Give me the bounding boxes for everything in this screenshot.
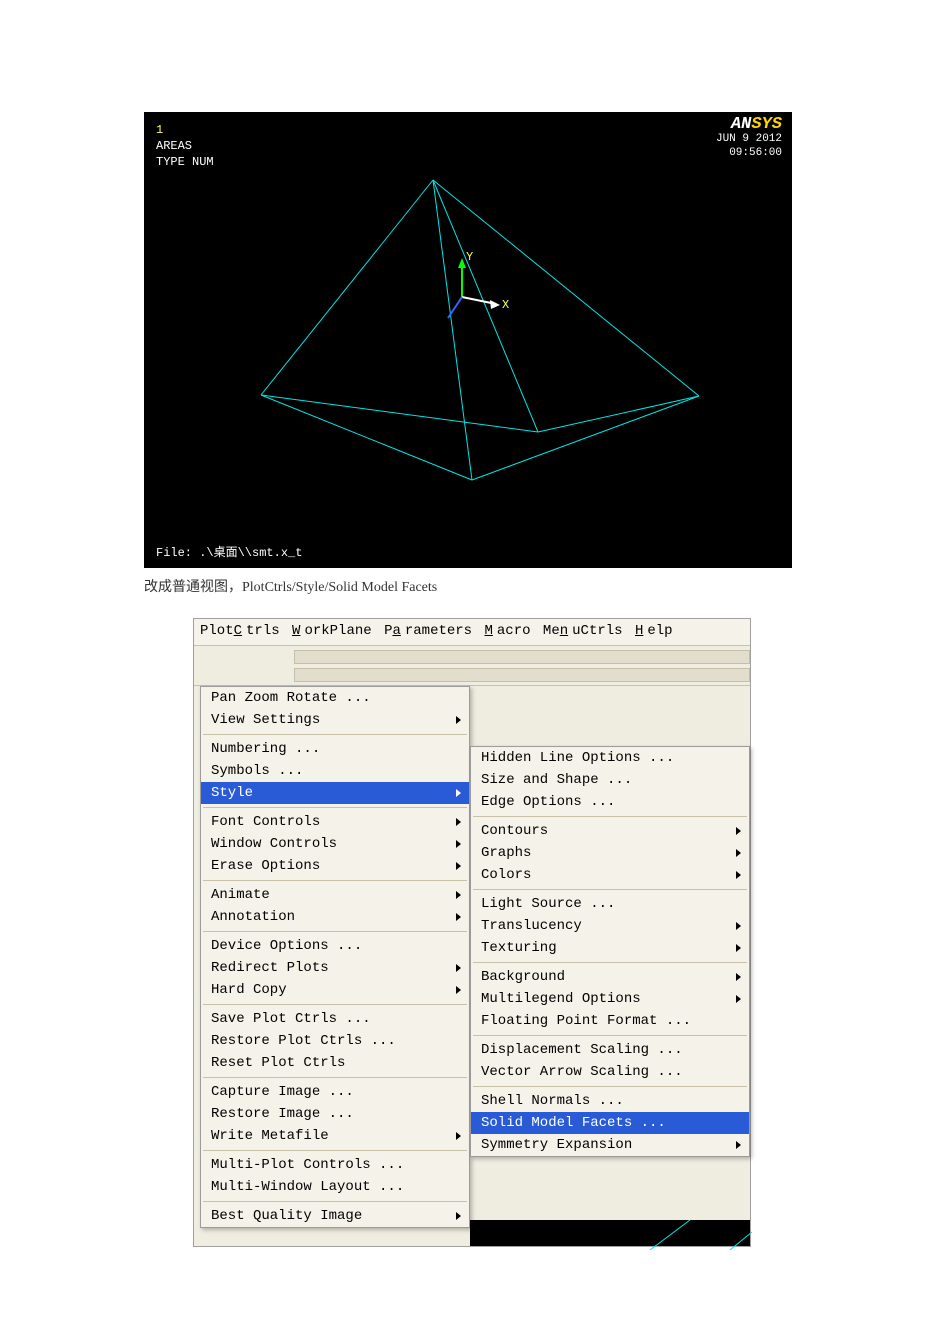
toolbar-strip-2 <box>294 668 750 682</box>
menubar-item[interactable]: Help <box>635 623 673 639</box>
viewport-file-label: File: .\桌面\\smt.x_t <box>156 543 302 560</box>
menu-separator <box>203 1004 467 1005</box>
menu-item[interactable]: Symmetry Expansion <box>471 1134 749 1156</box>
menubar-item[interactable]: MenuCtrls <box>543 623 623 639</box>
menu-item[interactable]: Multi-Window Layout ... <box>201 1176 469 1198</box>
menu-item[interactable]: Window Controls <box>201 833 469 855</box>
menu-item[interactable]: Erase Options <box>201 855 469 877</box>
menu-separator <box>473 1035 747 1036</box>
menu-screenshot: PlotCtrls WorkPlane Parameters Macro Men… <box>193 618 751 1247</box>
menu-item[interactable]: Hidden Line Options ... <box>471 747 749 769</box>
menu-item[interactable]: Restore Image ... <box>201 1103 469 1125</box>
menu-item[interactable]: Edge Options ... <box>471 791 749 813</box>
menu-item[interactable]: Size and Shape ... <box>471 769 749 791</box>
triad-y-label: Y <box>466 250 473 264</box>
menu-item[interactable]: Translucency <box>471 915 749 937</box>
dropdown-style[interactable]: Hidden Line Options ...Size and Shape ..… <box>470 746 750 1157</box>
menu-item[interactable]: Restore Plot Ctrls ... <box>201 1030 469 1052</box>
ansys-viewport: 1 AREAS TYPE NUM ANSYS JUN 9 2012 09:56:… <box>144 112 792 568</box>
menu-item[interactable]: Hard Copy <box>201 979 469 1001</box>
menu-item[interactable]: Best Quality Image <box>201 1205 469 1227</box>
toolbar-area <box>194 646 750 686</box>
dropdown-plotctrls[interactable]: Pan Zoom Rotate ...View Settings Numberin… <box>200 686 470 1228</box>
menu-item[interactable]: Background <box>471 966 749 988</box>
menu-item[interactable]: View Settings <box>201 709 469 731</box>
menu-item[interactable]: Animate <box>201 884 469 906</box>
menu-item[interactable]: Solid Model Facets ... <box>471 1112 749 1134</box>
menubar[interactable]: PlotCtrls WorkPlane Parameters Macro Men… <box>194 619 750 646</box>
menubar-item[interactable]: Parameters <box>384 623 472 639</box>
menu-item[interactable]: Vector Arrow Scaling ... <box>471 1061 749 1083</box>
menu-item[interactable]: Font Controls <box>201 811 469 833</box>
menu-item[interactable]: Write Metafile <box>201 1125 469 1147</box>
caption-text: 改成普通视图，PlotCtrls/Style/Solid Model Facet… <box>144 576 945 596</box>
menu-separator <box>473 1086 747 1087</box>
menu-item[interactable]: Reset Plot Ctrls <box>201 1052 469 1074</box>
menu-item[interactable]: Graphs <box>471 842 749 864</box>
menu-item[interactable]: Device Options ... <box>201 935 469 957</box>
menu-separator <box>203 1150 467 1151</box>
triad-x-label: X <box>502 298 509 312</box>
toolbar-strip-1 <box>294 650 750 664</box>
menu-item[interactable]: Numbering ... <box>201 738 469 760</box>
menu-item[interactable]: Multi-Plot Controls ... <box>201 1154 469 1176</box>
menu-item[interactable]: Displacement Scaling ... <box>471 1039 749 1061</box>
menu-item[interactable]: Colors <box>471 864 749 886</box>
menu-item[interactable]: Floating Point Format ... <box>471 1010 749 1032</box>
menu-separator <box>203 807 467 808</box>
menubar-item[interactable]: PlotCtrls <box>200 623 280 639</box>
menu-item[interactable]: Save Plot Ctrls ... <box>201 1008 469 1030</box>
menu-item[interactable]: Symbols ... <box>201 760 469 782</box>
menu-separator <box>203 931 467 932</box>
menu-separator <box>203 1077 467 1078</box>
menu-separator <box>203 734 467 735</box>
menu-separator <box>203 880 467 881</box>
wireframe-svg: Y X <box>144 112 792 568</box>
menu-separator <box>203 1201 467 1202</box>
menu-item[interactable]: Capture Image ... <box>201 1081 469 1103</box>
menu-item[interactable]: Contours <box>471 820 749 842</box>
menubar-item[interactable]: WorkPlane <box>292 623 372 639</box>
menu-item[interactable]: Style <box>201 782 469 804</box>
menu-item[interactable]: Redirect Plots <box>201 957 469 979</box>
menu-item[interactable]: Light Source ... <box>471 893 749 915</box>
menu-item[interactable]: Multilegend Options <box>471 988 749 1010</box>
menus-row: Pan Zoom Rotate ...View Settings Numberin… <box>194 686 750 1246</box>
menu-separator <box>473 889 747 890</box>
menu-separator <box>473 962 747 963</box>
menu-item[interactable]: Annotation <box>201 906 469 928</box>
viewport-peek <box>470 1220 750 1246</box>
menu-separator <box>473 816 747 817</box>
menubar-item[interactable]: Macro <box>485 623 531 639</box>
menu-item[interactable]: Pan Zoom Rotate ... <box>201 687 469 709</box>
menu-item[interactable]: Shell Normals ... <box>471 1090 749 1112</box>
menu-item[interactable]: Texturing <box>471 937 749 959</box>
